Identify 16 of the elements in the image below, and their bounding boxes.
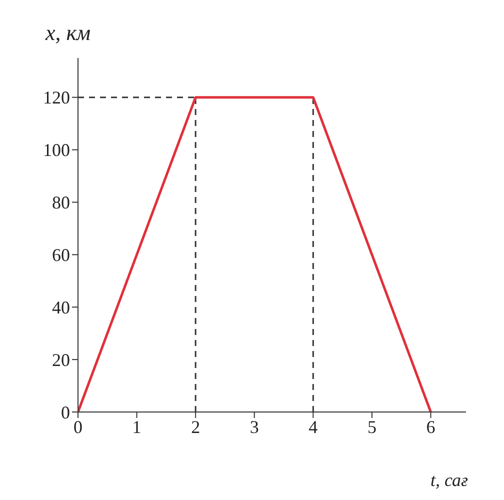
y-tick-label: 80 bbox=[52, 192, 70, 213]
x-tick-label: 6 bbox=[426, 416, 436, 437]
y-tick-label: 0 bbox=[61, 402, 70, 422]
x-tick-label: 3 bbox=[250, 416, 259, 437]
y-tick-label: 100 bbox=[43, 140, 70, 160]
x-tick-label: 2 bbox=[191, 416, 200, 437]
y-tick-label: 120 bbox=[43, 88, 70, 108]
y-tick-label: 40 bbox=[52, 298, 70, 318]
x-tick-label: 1 bbox=[132, 416, 142, 437]
y-axis-title: x, км bbox=[44, 20, 91, 45]
x-axis-title: t, сағ bbox=[430, 470, 468, 490]
y-tick-label: 60 bbox=[52, 245, 70, 266]
x-tick-label: 5 bbox=[367, 416, 376, 437]
x-tick-label: 0 bbox=[74, 416, 82, 437]
x-tick-label: 4 bbox=[308, 416, 318, 437]
y-tick-label: 20 bbox=[52, 350, 70, 370]
